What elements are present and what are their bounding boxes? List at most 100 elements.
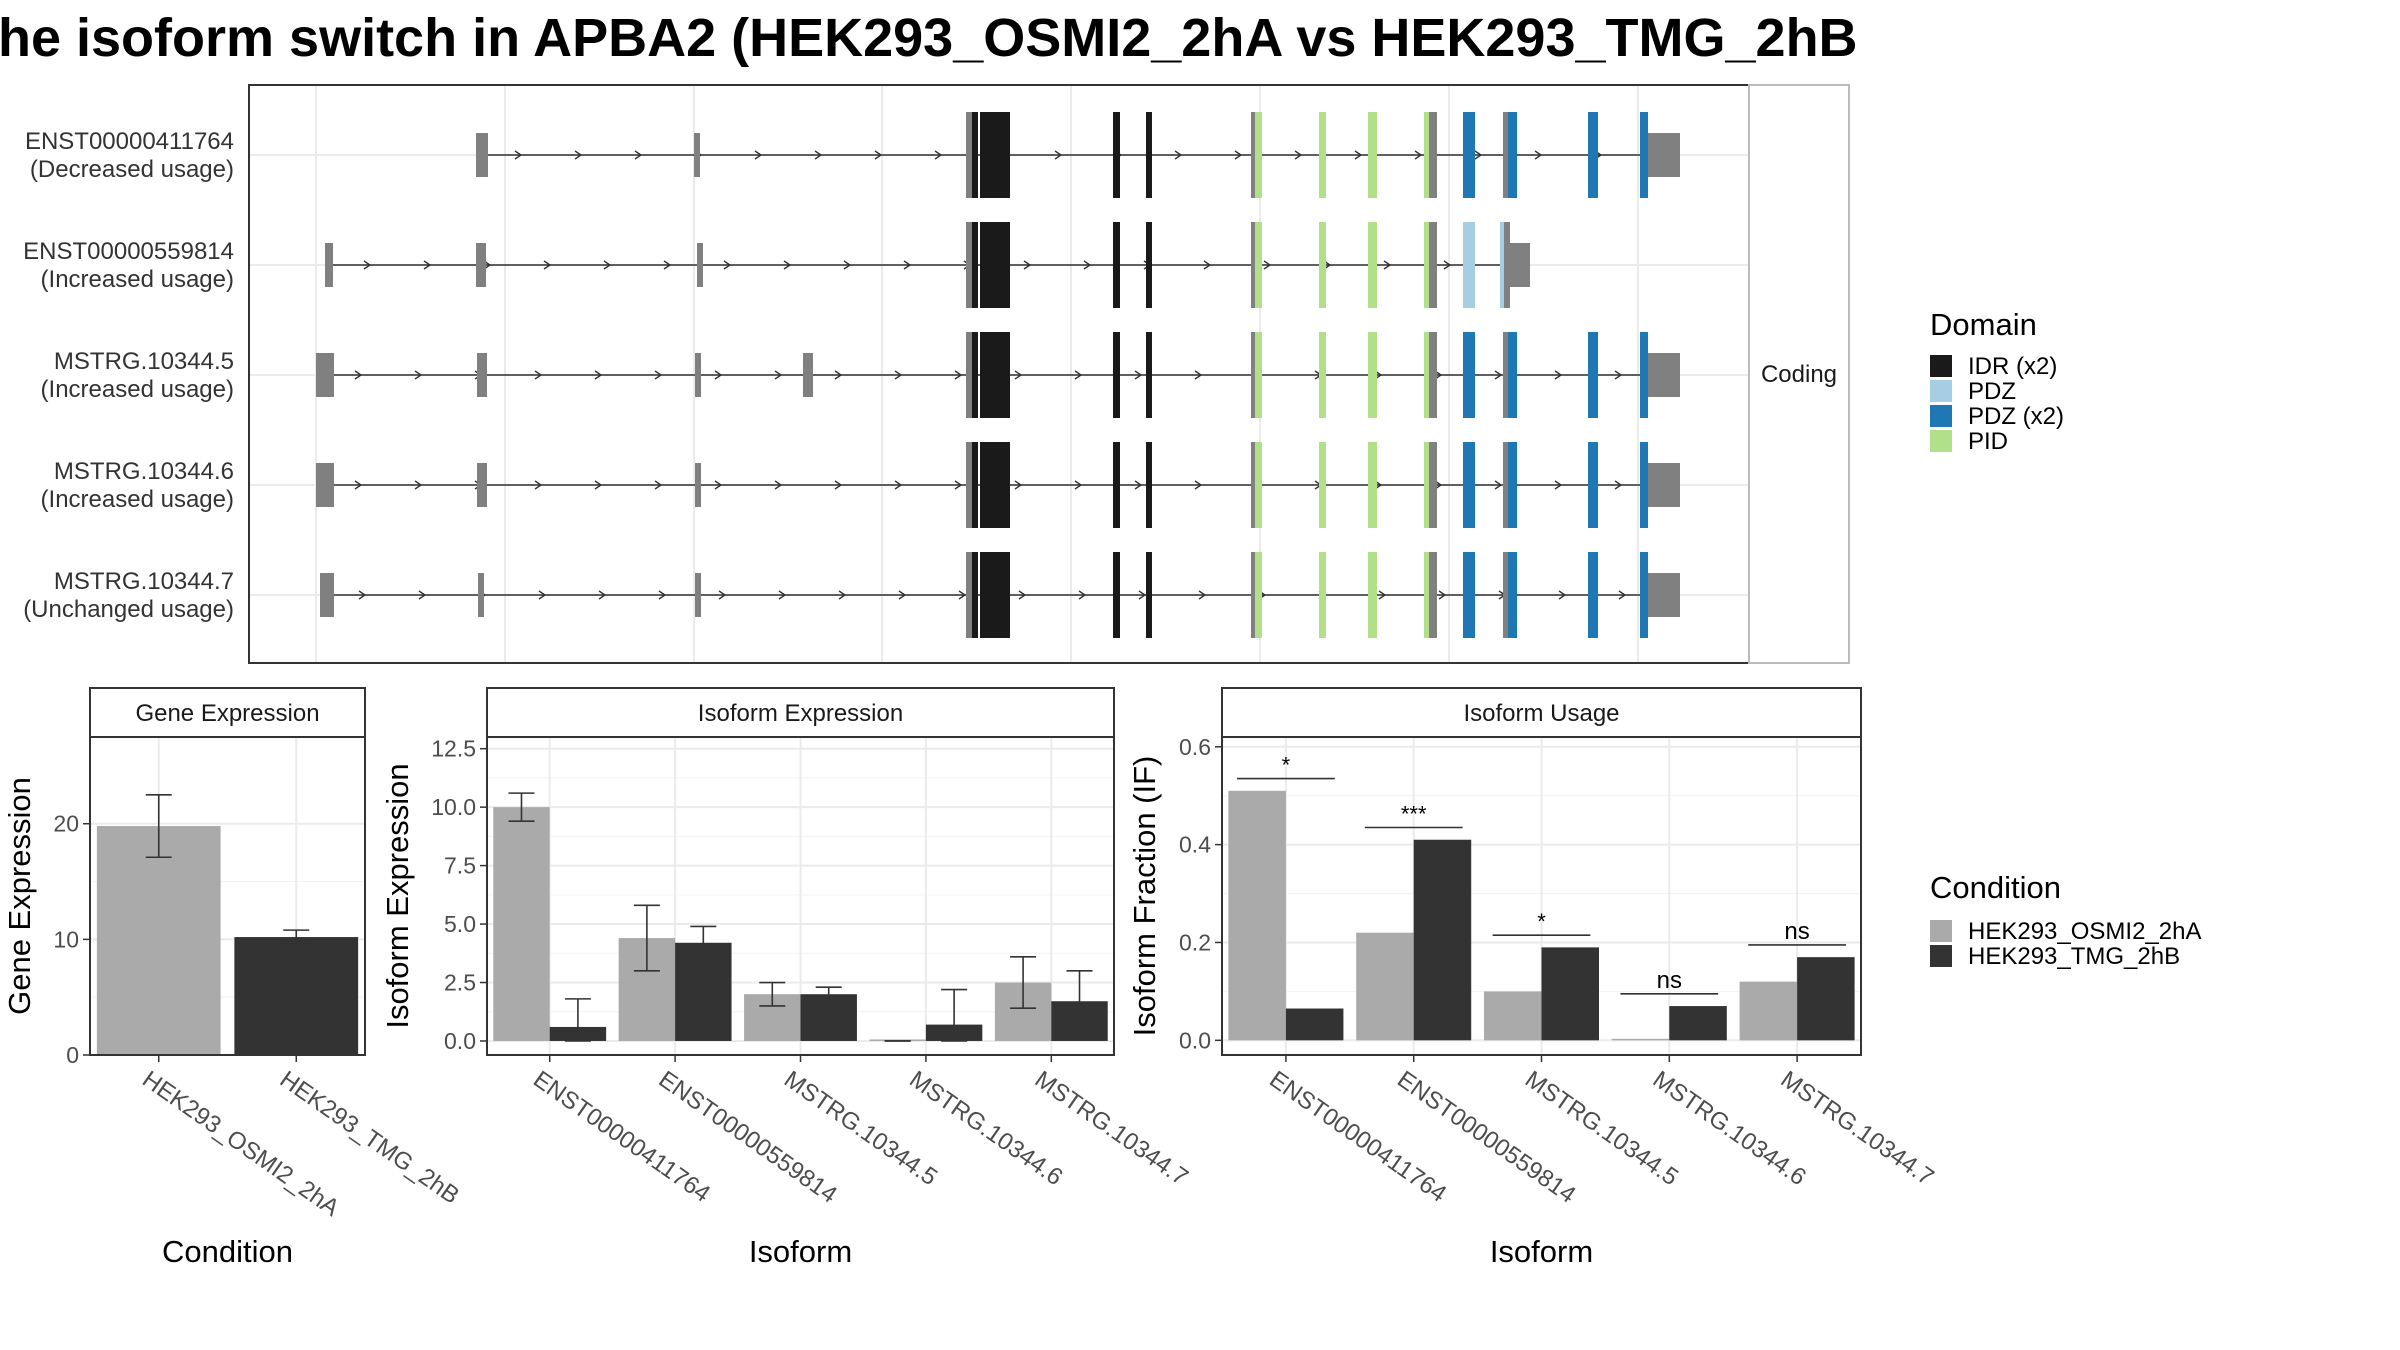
exon-block [1146,112,1152,198]
exon-block [1319,222,1326,308]
x-axis-title: Isoform [749,1234,852,1269]
exon-block [316,353,334,397]
condition-legend-swatch [1930,920,1952,942]
exon-block [972,332,978,418]
y-axis-title: Isoform Expression [380,763,415,1028]
exon-block [1113,112,1120,198]
panel-strip [486,687,1115,738]
direction-arrow [594,370,603,380]
direction-arrow [654,370,663,380]
y-tick-label: 2.5 [444,970,476,996]
transcript-track [325,222,1530,308]
direction-arrow [534,480,543,490]
domain-legend-swatch [1930,430,1952,452]
structure-strip-label: Coding [1761,361,1837,388]
error-bar [815,986,842,1003]
plot-border [89,736,366,1056]
exon-block [980,112,1010,198]
direction-arrow [418,590,427,600]
direction-arrow [1083,260,1092,270]
domain-legend-swatch [1930,405,1952,427]
transcript-labels: ENST00000411764(Decreased usage) ENST0000… [23,128,234,623]
exon-block [1251,332,1255,418]
transcript-usage-label: (Increased usage) [41,486,234,513]
y-tick-label: 5.0 [444,911,476,937]
exon-block [1251,222,1255,308]
exon-block [1251,112,1255,198]
bar [1228,790,1286,1041]
exon-block [1113,442,1120,528]
exon-block [695,353,701,397]
direction-arrow [1554,370,1563,380]
direction-arrow [1383,260,1392,270]
condition-legend-swatch [1930,945,1952,967]
bar [96,826,221,1055]
domain-legend-label: PDZ (x2) [1968,403,2064,430]
transcript-tracks [316,112,1680,638]
gene-expression-chart: Gene Expression01020HEK293_OSMI2_2hAHEK2… [2,687,464,1269]
direction-arrow [903,260,912,270]
domain-legend-label: PID [1968,428,2008,455]
transcript-id-label: MSTRG.10344.6 [54,458,234,485]
direction-arrow [1438,590,1447,600]
direction-arrow [1134,370,1143,380]
direction-arrow [603,260,612,270]
direction-arrow [1138,590,1147,600]
direction-arrow [594,480,603,490]
direction-arrow [663,260,672,270]
exon-block [697,243,703,287]
exon-block [1588,332,1598,418]
x-axis-title: Condition [162,1234,293,1269]
exon-block [1319,552,1326,638]
exon-block [972,552,978,638]
exon-block [966,552,972,638]
condition-legend-label: HEK293_TMG_2hB [1968,943,2180,970]
direction-arrow [1534,150,1543,160]
direction-arrow [723,260,732,270]
direction-arrow [1074,480,1083,490]
direction-arrow [634,150,643,160]
condition-legend-label: HEK293_OSMI2_2hA [1968,918,2201,945]
direction-arrow [1494,370,1503,380]
direction-arrow [783,260,792,270]
bar [1483,991,1542,1041]
transcript-track [320,552,1680,638]
direction-arrow [358,590,367,600]
exon-block [1648,573,1680,617]
exon-block [966,112,972,198]
bar [1797,957,1855,1041]
error-bar [759,981,786,1007]
exon-block [1640,112,1648,198]
significance-label: * [1537,909,1546,934]
panel-title: Isoform Expression [698,700,903,727]
exon-block [1429,332,1437,418]
exon-block [1424,332,1429,418]
y-tick-label: 0.2 [1179,929,1211,955]
exon-block [1319,332,1326,418]
domain-legend-swatch [1930,355,1952,377]
direction-arrow [934,150,943,160]
direction-arrow [414,370,423,380]
direction-arrow [354,370,363,380]
isoform-expression-chart: Isoform Expression0.02.55.07.510.012.5EN… [380,687,1193,1269]
direction-arrow [538,590,547,600]
exon-block [1508,332,1517,418]
bar [1356,932,1414,1041]
panel-title: Gene Expression [135,700,319,727]
y-axis-title: Isoform Fraction (IF) [1127,756,1162,1037]
significance-label: ns [1657,967,1682,994]
error-bar [633,904,660,972]
exon-block [1368,222,1377,308]
exon-block [325,243,333,287]
transcript-track [476,112,1680,198]
exon-block [1146,332,1152,418]
y-tick-label: 20 [53,811,79,837]
direction-arrow [1294,150,1303,160]
direction-arrow [1078,590,1087,600]
exon-block [1146,552,1152,638]
bar [493,807,550,1041]
direction-arrow [894,370,903,380]
y-tick-label: 12.5 [431,736,476,762]
exon-block [694,133,700,177]
